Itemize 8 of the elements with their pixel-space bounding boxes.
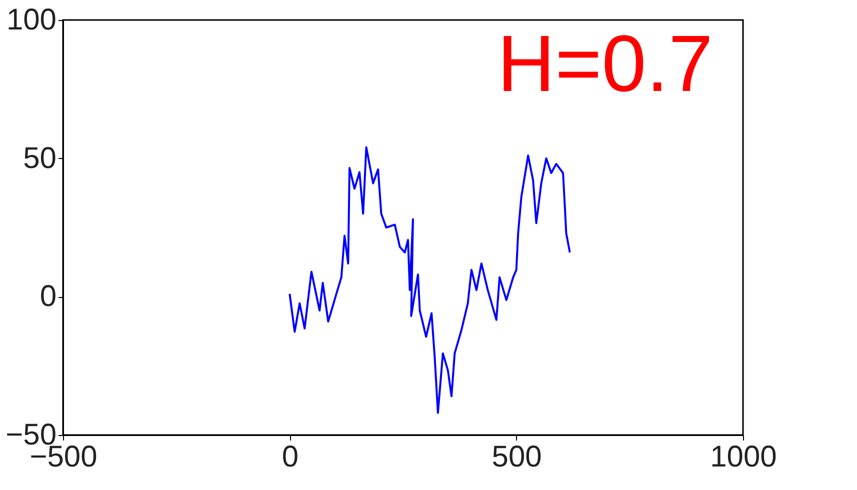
line-series (288, 146, 571, 414)
x-tick-label: 1000 (710, 440, 777, 474)
y-tick-label: 50 (23, 142, 56, 175)
x-tick-label: 500 (492, 440, 542, 474)
y-tick-label: 0 (40, 280, 56, 314)
y-tick-label: 100 (6, 4, 56, 36)
annotation: H=0.7 (497, 19, 713, 108)
x-tick-label: 0 (282, 440, 299, 474)
